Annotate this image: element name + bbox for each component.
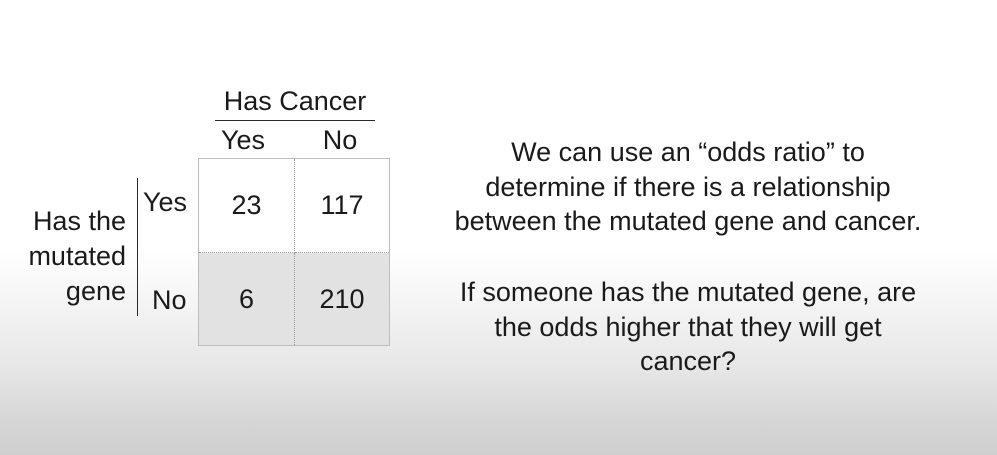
row-header-line-2: mutated <box>28 241 126 271</box>
explanation-line: We can use an “odds ratio” to <box>511 137 865 167</box>
question-line: the odds higher that they will get <box>494 311 882 342</box>
explanation-paragraph-2: If someone has the mutated gene, are the… <box>426 275 950 379</box>
cell-gene-yes-cancer-no: 117 <box>295 159 389 253</box>
column-header: Has Cancer <box>223 86 367 116</box>
cell-gene-yes-cancer-yes: 23 <box>199 159 295 253</box>
question-line: If someone has the mutated gene, are <box>459 277 917 307</box>
row-header-line-1: Has the <box>32 206 126 236</box>
question-line: cancer? <box>639 346 737 376</box>
row-label-yes: Yes <box>143 187 188 217</box>
column-label-no: No <box>322 125 358 155</box>
explanation-line: determine if there is a relationship <box>485 171 891 202</box>
row-header-rule <box>137 178 138 316</box>
column-header-rule <box>215 120 375 121</box>
row-label-no: No <box>152 285 187 315</box>
explanation-line: between the mutated gene and cancer. <box>454 206 922 236</box>
row-header-line-3: gene <box>65 276 126 306</box>
explanation-paragraph-1: We can use an “odds ratio” to determine … <box>426 135 950 239</box>
cell-gene-no-cancer-no: 210 <box>295 253 389 345</box>
column-label-yes: Yes <box>220 125 266 155</box>
cell-gene-no-cancer-yes: 6 <box>199 253 295 345</box>
contingency-table: 23 117 6 210 <box>198 158 390 346</box>
row-header: Has the mutated gene <box>10 204 126 309</box>
